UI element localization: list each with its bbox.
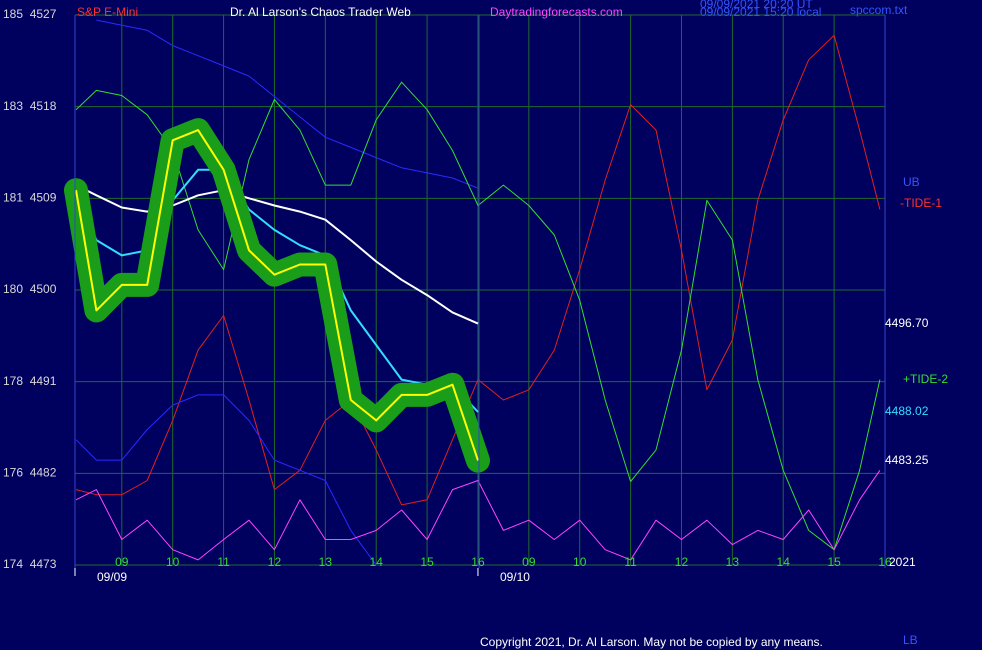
chart-title: Dr. Al Larson's Chaos Trader Web — [230, 5, 411, 19]
website: Daytradingforecasts.com — [490, 5, 623, 19]
last-value-label: 4496.70 — [885, 316, 929, 330]
x-tick-label: 14 — [777, 555, 791, 569]
x-tick-label: 14 — [370, 555, 384, 569]
y-tick-label: 181 4509 — [3, 191, 57, 205]
y-tick-label: 185 4527 — [3, 7, 57, 21]
copyright: Copyright 2021, Dr. Al Larson. May not b… — [480, 635, 823, 649]
series-line — [75, 81, 881, 551]
x-tick-label: 11 — [217, 555, 230, 569]
x-tick-label: 09 — [115, 555, 129, 569]
x-tick-label: 13 — [726, 555, 740, 569]
series-line — [75, 470, 881, 561]
file-name: spccom.txt — [850, 3, 908, 17]
x-tick-label: 11 — [624, 555, 637, 569]
timestamp: 09/09/2021 15:20 local — [700, 5, 821, 19]
x-tick-label: 10 — [166, 555, 180, 569]
y-tick-label: 174 4473 — [3, 557, 57, 571]
series-label: -TIDE-1 — [900, 196, 942, 210]
last-value-label: 4483.25 — [885, 453, 929, 467]
series-label: LB — [903, 633, 918, 647]
series-label: UB — [903, 175, 920, 189]
y-tick-label: 180 4500 — [3, 282, 57, 296]
last-value-label: 4488.02 — [885, 404, 929, 418]
x-tick-label: 12 — [675, 555, 689, 569]
series-line — [75, 34, 881, 506]
x-tick-label: 15 — [420, 555, 434, 569]
instrument: S&P E-Mini — [77, 5, 138, 19]
series-line — [75, 394, 377, 566]
series-line — [75, 129, 479, 461]
series-line — [96, 19, 479, 189]
timestamp: 09/09/2021 20:20 UT — [700, 0, 813, 11]
series-line — [75, 184, 479, 325]
date-label: 09/10 — [500, 570, 530, 584]
labels: 174 4473 176 4482 178 4491 180 4500 181 4509… — [3, 7, 929, 584]
x-tick-label: 13 — [319, 555, 333, 569]
y-tick-label: 183 4518 — [3, 99, 57, 113]
date-label: 09/09 — [97, 570, 127, 584]
x-tick-label: 16 — [471, 555, 485, 569]
x-tick-label: 09 — [522, 555, 536, 569]
x-tick-label: 15 — [827, 555, 841, 569]
x-tick-label: 16 — [878, 555, 892, 569]
x-tick-label: 12 — [268, 555, 282, 569]
y-tick-label: 178 4491 — [3, 374, 57, 388]
y-tick-label: 176 4482 — [3, 466, 57, 480]
year-label: 2021 — [889, 555, 916, 569]
x-tick-label: 10 — [573, 555, 587, 569]
lines — [64, 19, 881, 566]
series-label: +TIDE-2 — [903, 372, 948, 386]
series-line — [75, 168, 479, 413]
